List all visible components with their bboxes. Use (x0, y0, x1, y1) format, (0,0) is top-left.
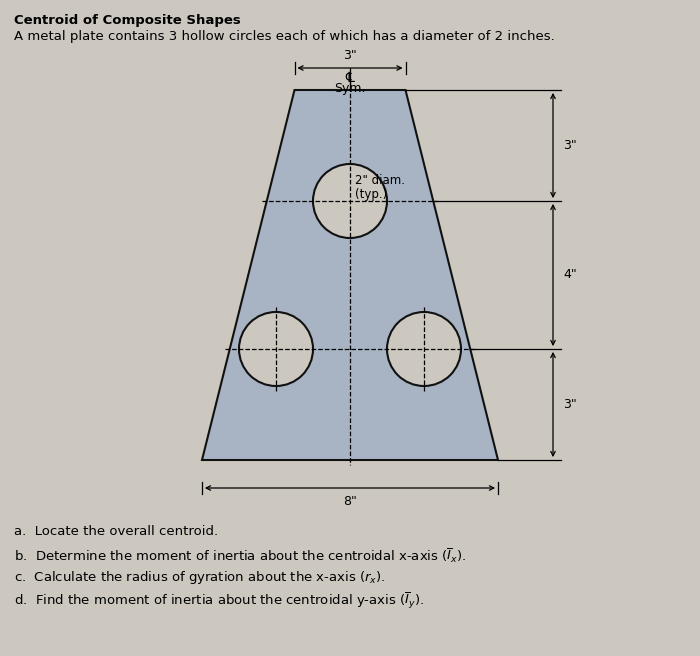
Text: (typ.): (typ.) (355, 188, 387, 201)
Text: c.  Calculate the radius of gyration about the x-axis $(r_x)$.: c. Calculate the radius of gyration abou… (14, 569, 386, 586)
Circle shape (313, 164, 387, 238)
Polygon shape (202, 90, 498, 460)
Text: 2" diam.: 2" diam. (355, 174, 405, 187)
Text: 3": 3" (563, 398, 577, 411)
Text: Centroid of Composite Shapes: Centroid of Composite Shapes (14, 14, 241, 27)
Circle shape (387, 312, 461, 386)
Text: 3": 3" (563, 139, 577, 152)
Text: 8": 8" (343, 495, 357, 508)
Text: 4": 4" (563, 268, 577, 281)
Text: d.  Find the moment of inertia about the centroidal y-axis $(\overline{I}_y)$.: d. Find the moment of inertia about the … (14, 591, 424, 611)
Text: A metal plate contains 3 hollow circles each of which has a diameter of 2 inches: A metal plate contains 3 hollow circles … (14, 30, 554, 43)
Text: 3": 3" (343, 49, 357, 62)
Text: ℄: ℄ (346, 71, 354, 85)
Text: a.  Locate the overall centroid.: a. Locate the overall centroid. (14, 525, 218, 538)
Text: Sym.: Sym. (335, 82, 365, 95)
Text: b.  Determine the moment of inertia about the centroidal x-axis $(\overline{I}_x: b. Determine the moment of inertia about… (14, 547, 467, 565)
Circle shape (239, 312, 313, 386)
